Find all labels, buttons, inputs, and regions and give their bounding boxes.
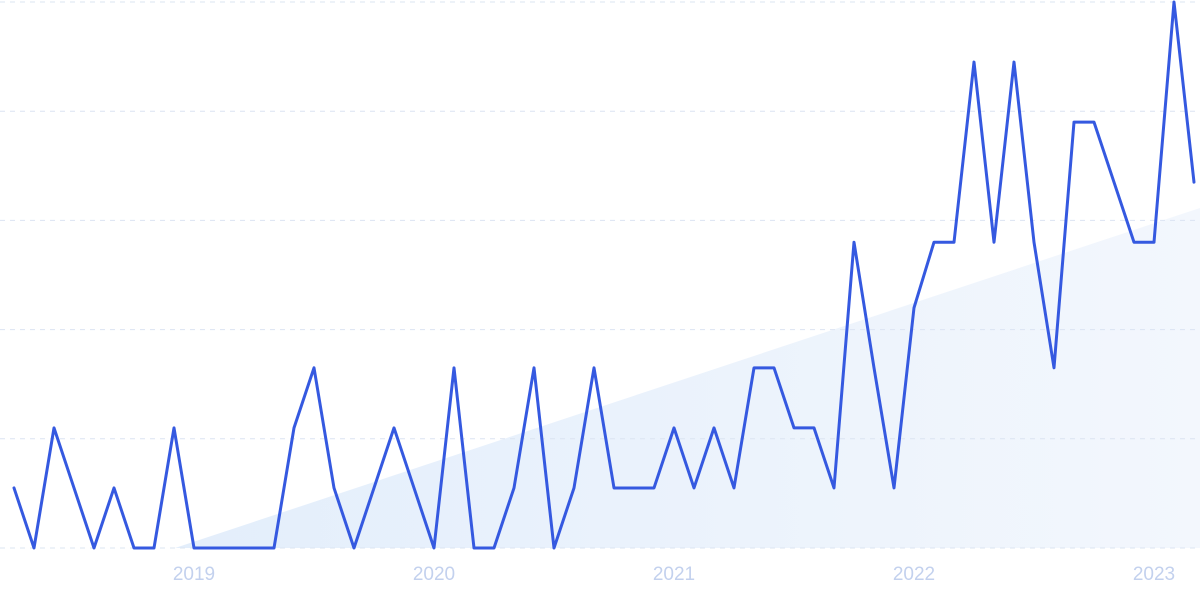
grid [0,1,1200,549]
x-tick-label: 2022 [893,564,935,585]
x-tick-label: 2019 [173,564,215,585]
x-tick-label: 2023 [1133,564,1175,585]
line-series [12,0,1196,550]
trend-area [175,208,1200,548]
x-tick-label: 2020 [413,564,455,585]
plot [12,0,1196,550]
x-axis: 2019 2020 2021 2022 2023 [173,564,1175,585]
x-tick-label: 2021 [653,564,695,585]
